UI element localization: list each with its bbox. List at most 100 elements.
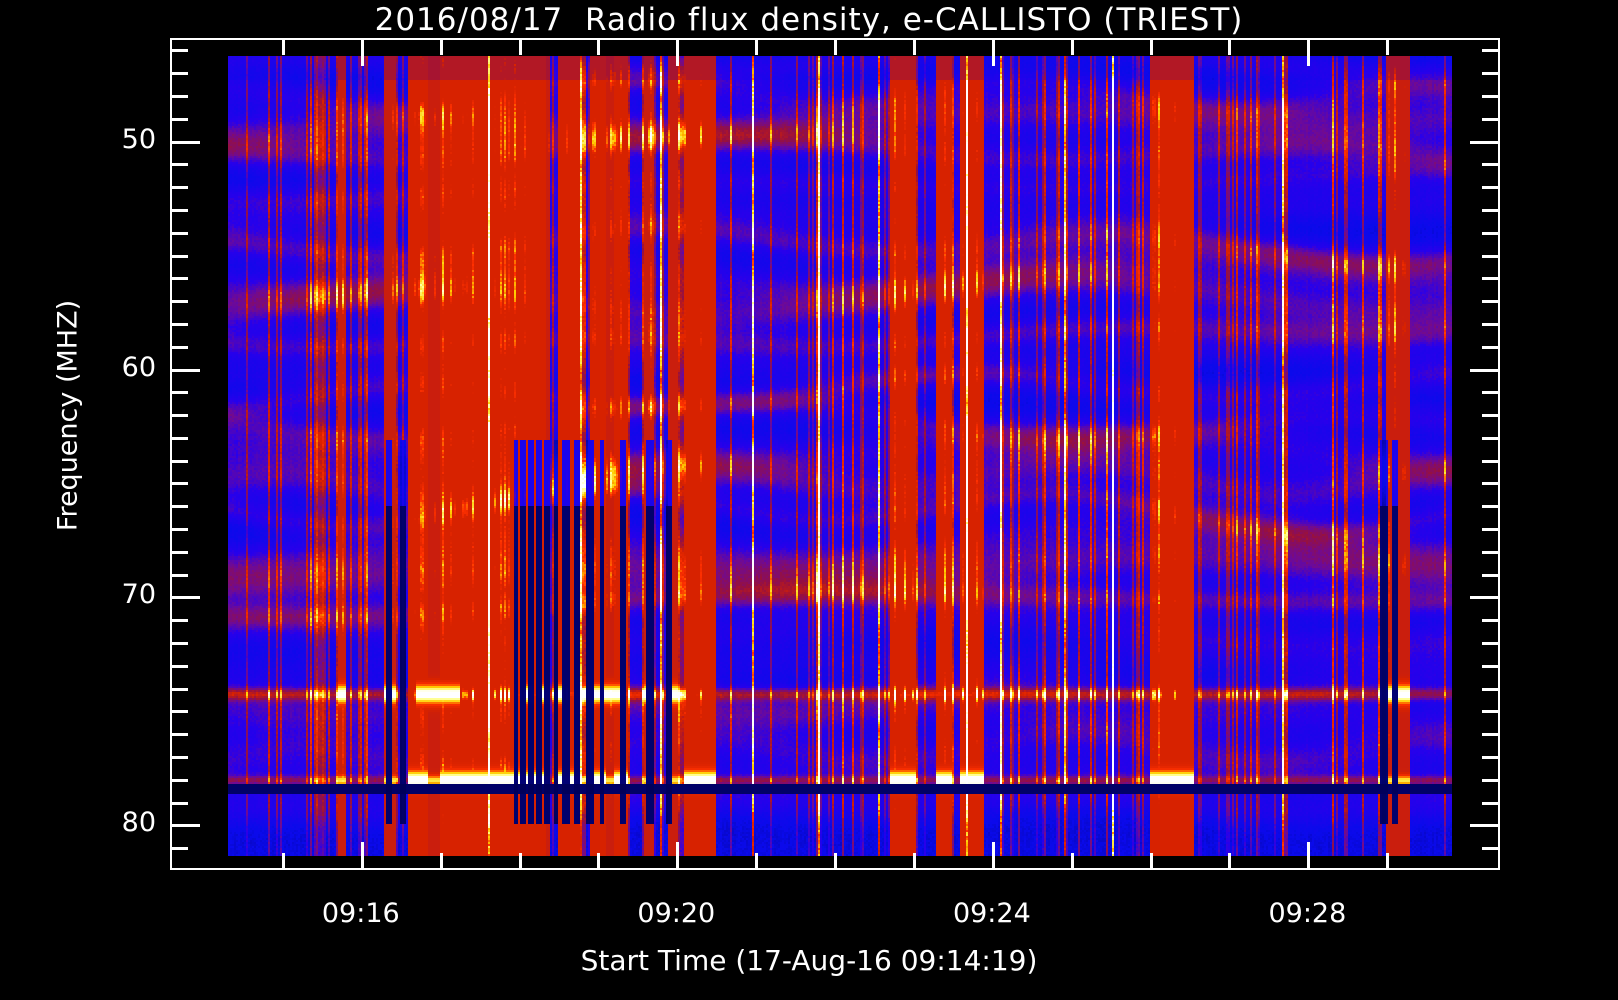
- axis-tick: [1482, 232, 1498, 235]
- axis-tick: [172, 255, 188, 258]
- axis-tick: [1482, 802, 1498, 805]
- axis-tick: [172, 596, 200, 599]
- axis-tick: [172, 528, 188, 531]
- x-tick-label: 09:24: [952, 898, 1031, 929]
- axis-tick: [172, 551, 188, 554]
- axis-tick: [1482, 551, 1498, 554]
- axis-tick: [1482, 574, 1498, 577]
- axis-tick: [1482, 118, 1498, 121]
- axis-tick: [1482, 163, 1498, 166]
- y-tick-label: 70: [121, 579, 156, 611]
- x-axis-title: Start Time (17-Aug-16 09:14:19): [580, 944, 1038, 977]
- axis-tick: [913, 40, 916, 55]
- axis-tick: [1482, 414, 1498, 417]
- axis-tick: [440, 40, 443, 55]
- axis-tick: [1482, 505, 1498, 508]
- axis-tick: [1482, 255, 1498, 258]
- axis-tick: [1386, 853, 1389, 868]
- axis-tick: [1386, 40, 1389, 55]
- spectrogram-raster: [228, 56, 1452, 856]
- axis-tick: [172, 482, 188, 485]
- axis-tick: [1071, 40, 1074, 55]
- axis-tick: [172, 688, 188, 691]
- axis-tick: [1150, 40, 1153, 55]
- axis-tick: [1482, 482, 1498, 485]
- axis-tick: [1482, 779, 1498, 782]
- axis-tick: [282, 40, 285, 55]
- axis-tick: [172, 619, 188, 622]
- axis-tick: [172, 232, 188, 235]
- axis-tick: [519, 40, 522, 55]
- axis-tick: [361, 40, 364, 66]
- x-tick-label: 09:16: [321, 898, 400, 929]
- page-title: 2016/08/17 Radio flux density, e-CALLIST…: [374, 2, 1244, 38]
- axis-tick: [1470, 141, 1498, 144]
- axis-tick: [1482, 186, 1498, 189]
- axis-tick: [1150, 853, 1153, 868]
- y-tick-label: 80: [121, 807, 156, 839]
- axis-tick: [172, 323, 188, 326]
- axis-tick: [172, 756, 188, 759]
- axis-tick: [172, 505, 188, 508]
- axis-tick: [172, 163, 188, 166]
- axis-tick: [1071, 853, 1074, 868]
- axis-tick: [1482, 95, 1498, 98]
- axis-tick: [1482, 688, 1498, 691]
- y-tick-label: 60: [121, 351, 156, 383]
- axis-tick: [172, 277, 188, 280]
- y-axis-title: Frequency (MHZ): [52, 299, 84, 532]
- axis-tick: [755, 40, 758, 55]
- axis-tick: [172, 72, 188, 75]
- axis-tick: [172, 141, 200, 144]
- axis-tick: [1482, 665, 1498, 668]
- axis-tick: [172, 779, 188, 782]
- axis-tick: [172, 95, 188, 98]
- axis-tick: [172, 642, 188, 645]
- axis-tick: [172, 460, 188, 463]
- axis-tick: [676, 842, 679, 868]
- axis-tick: [519, 853, 522, 868]
- axis-tick: [1228, 853, 1231, 868]
- axis-tick: [172, 802, 188, 805]
- axis-tick: [1482, 277, 1498, 280]
- axis-tick: [172, 391, 188, 394]
- axis-tick: [172, 49, 188, 52]
- axis-tick: [172, 118, 188, 121]
- axis-tick: [282, 853, 285, 868]
- axis-tick: [172, 437, 188, 440]
- axis-tick: [1482, 437, 1498, 440]
- axis-tick: [1470, 824, 1498, 827]
- axis-tick: [1228, 40, 1231, 55]
- axis-tick: [1307, 40, 1310, 66]
- axis-tick: [1482, 619, 1498, 622]
- axis-tick: [1482, 346, 1498, 349]
- axis-tick: [172, 824, 200, 827]
- plot-frame: [170, 38, 1500, 870]
- axis-tick: [1482, 49, 1498, 52]
- x-tick-label: 09:20: [637, 898, 716, 929]
- axis-tick: [834, 853, 837, 868]
- axis-tick: [755, 853, 758, 868]
- axis-tick: [1470, 596, 1498, 599]
- axis-tick: [1482, 72, 1498, 75]
- axis-tick: [1482, 323, 1498, 326]
- axis-tick: [1482, 460, 1498, 463]
- axis-tick: [172, 847, 188, 850]
- axis-tick: [597, 853, 600, 868]
- axis-tick: [172, 209, 188, 212]
- axis-tick: [172, 186, 188, 189]
- axis-tick: [172, 300, 188, 303]
- axis-tick: [1470, 369, 1498, 372]
- axis-tick: [676, 40, 679, 66]
- axis-tick: [172, 369, 200, 372]
- axis-tick: [1482, 209, 1498, 212]
- axis-tick: [992, 40, 995, 66]
- axis-tick: [1482, 528, 1498, 531]
- axis-tick: [1482, 847, 1498, 850]
- axis-tick: [1482, 710, 1498, 713]
- axis-tick: [361, 842, 364, 868]
- axis-tick: [1482, 756, 1498, 759]
- axis-tick: [834, 40, 837, 55]
- axis-tick: [1482, 391, 1498, 394]
